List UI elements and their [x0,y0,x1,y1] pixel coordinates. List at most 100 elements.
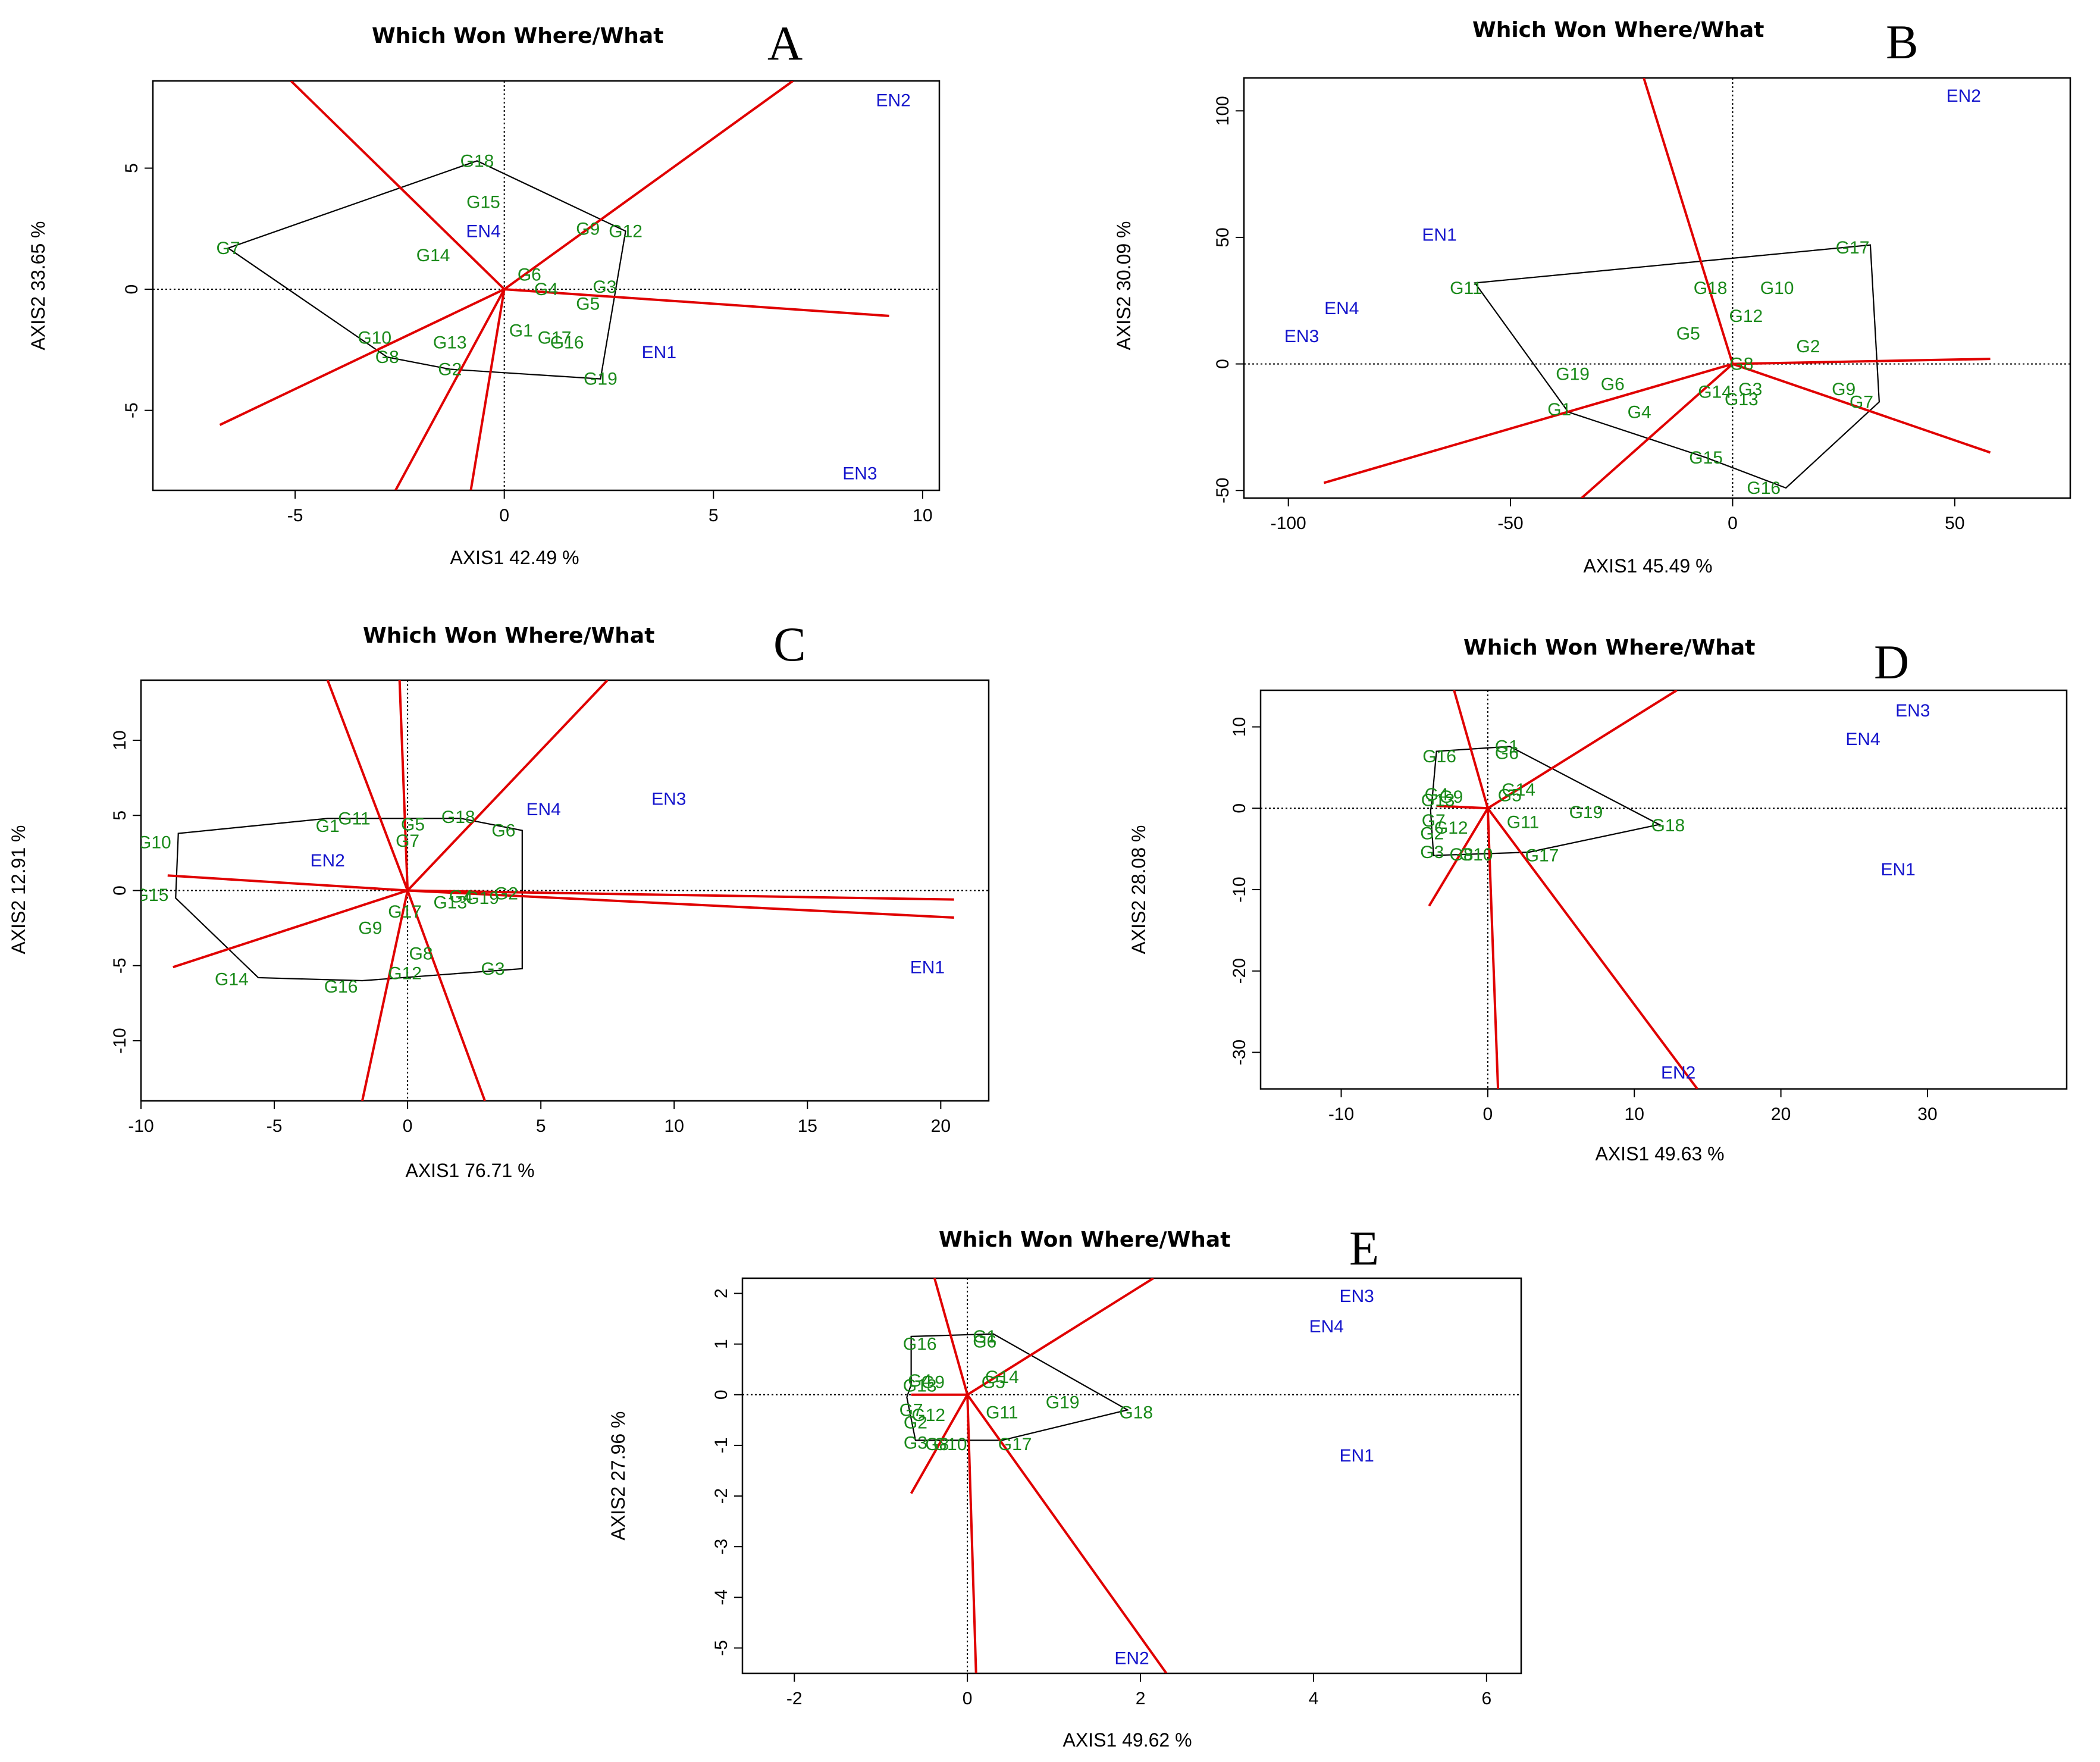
chart-title-c: Which Won Where/What [363,624,654,648]
chart-title-d: Which Won Where/What [1463,636,1755,660]
sector-ray [406,890,486,1101]
genotype-label: G5 [576,295,600,314]
x-tick-label: 0 [1728,514,1738,533]
genotype-label: G16 [550,333,584,353]
genotype-label: G12 [609,221,642,241]
sector-ray [394,289,506,490]
genotype-label: G18 [460,151,494,171]
x-axis-label-d: AXIS1 49.63 % [1595,1143,1724,1165]
sector-ray [1436,805,1488,810]
environment-label: EN3 [1339,1287,1374,1306]
environment-label: EN3 [1895,701,1930,721]
x-tick-label: 50 [1945,514,1964,533]
y-axis-label-e: AXIS2 27.96 % [607,1411,629,1540]
x-tick-label: 10 [1625,1104,1644,1124]
y-tick-label: -50 [1213,478,1233,503]
environment-label: EN2 [1114,1648,1149,1668]
genotype-label: G18 [1119,1403,1153,1423]
genotype-label: G4 [908,1371,932,1391]
y-tick-label: -2 [712,1488,731,1504]
genotype-label: G2 [494,884,518,904]
genotype-label: G6 [1601,375,1625,395]
genotype-label: G15 [1689,448,1723,468]
environment-label: EN3 [842,464,877,484]
genotype-label: G18 [1694,278,1728,298]
sector-ray [173,889,408,969]
x-tick-label: 15 [798,1116,817,1136]
genotype-label: G18 [1651,816,1685,835]
genotype-label: G1 [1547,400,1571,420]
genotype-label: G16 [324,977,358,997]
genotype-label: G1 [509,321,533,340]
genotype-label: G10 [137,833,171,853]
convex-hull-polygon [906,1333,1130,1441]
y-tick-label: 0 [712,1389,731,1400]
environment-label: EN1 [910,957,945,977]
sector-ray [933,1278,969,1395]
panel-letter-a: A [767,16,803,70]
genotype-label: G8 [409,944,433,964]
genotype-label: G12 [388,963,422,983]
sector-ray [1453,690,1489,809]
environment-label: EN4 [1324,299,1359,318]
x-tick-label: 20 [931,1116,951,1136]
y-tick-label: 10 [110,730,130,750]
x-tick-label: 5 [536,1116,546,1136]
genotype-label: G14 [416,246,450,265]
x-tick-label: 30 [1917,1104,1937,1124]
genotype-label: G4 [534,280,558,299]
sector-ray [398,680,409,891]
environment-label: EN1 [1881,860,1916,880]
y-tick-label: 0 [122,284,142,295]
environment-label: EN4 [466,221,500,241]
genotype-label: G19 [1569,803,1603,822]
genotype-label: G13 [433,333,467,353]
convex-hull-polygon [1430,746,1662,856]
sector-ray [504,288,889,317]
y-tick-label: 0 [1213,359,1233,369]
biplot-panel-a: Which Won Where/What A -5 0 5 10 -5 0 5 AXIS1 42.… [27,16,941,568]
environment-label: EN1 [1339,1446,1374,1466]
sector-ray [1732,362,1991,454]
sector-ray [1486,808,1500,1089]
chart-title-a: Which Won Where/What [372,24,663,48]
sector-ray [503,81,794,290]
environment-label: EN2 [310,851,344,871]
environment-label: EN4 [1309,1317,1344,1337]
y-tick-label: -5 [110,957,130,974]
y-tick-label: 1 [712,1339,731,1349]
genotype-label: G1 [1495,737,1519,756]
y-tick-label: 2 [712,1288,731,1298]
x-axis-label-b: AXIS1 45.49 % [1583,555,1712,577]
genotype-label: G1 [973,1327,996,1347]
x-tick-label: -2 [786,1689,803,1708]
genotype-label: G10 [358,328,391,348]
genotype-label: G15 [466,193,500,212]
sector-ray [408,889,954,919]
y-axis-label-d: AXIS2 28.08 % [1128,825,1149,954]
genotype-label: G17 [538,328,572,348]
x-tick-label: 5 [709,506,719,525]
x-axis-label-a: AXIS1 42.49 % [450,547,579,568]
genotype-label: G2 [1420,824,1444,844]
genotype-label: G3 [1420,843,1444,862]
y-tick-label: -5 [712,1640,731,1656]
panel-letter-c: C [773,617,806,671]
environment-label: EN2 [876,91,910,111]
x-tick-label: 4 [1309,1689,1319,1708]
environment-label: EN1 [642,343,676,362]
genotype-label: G7 [899,1400,923,1420]
genotype-label: G13 [903,1376,937,1395]
x-tick-label: 10 [913,506,932,525]
genotype-label: G8 [375,348,399,367]
sector-ray [290,81,506,290]
environment-label: EN4 [1845,730,1880,749]
genotype-label: G17 [998,1435,1032,1454]
x-axis-label-e: AXIS1 49.62 % [1062,1729,1192,1751]
y-tick-label: -10 [110,1028,130,1053]
y-axis-label-b: AXIS2 30.09 % [1113,221,1134,350]
genotype-label: G8 [1450,845,1474,865]
environment-label: EN2 [1661,1063,1695,1083]
